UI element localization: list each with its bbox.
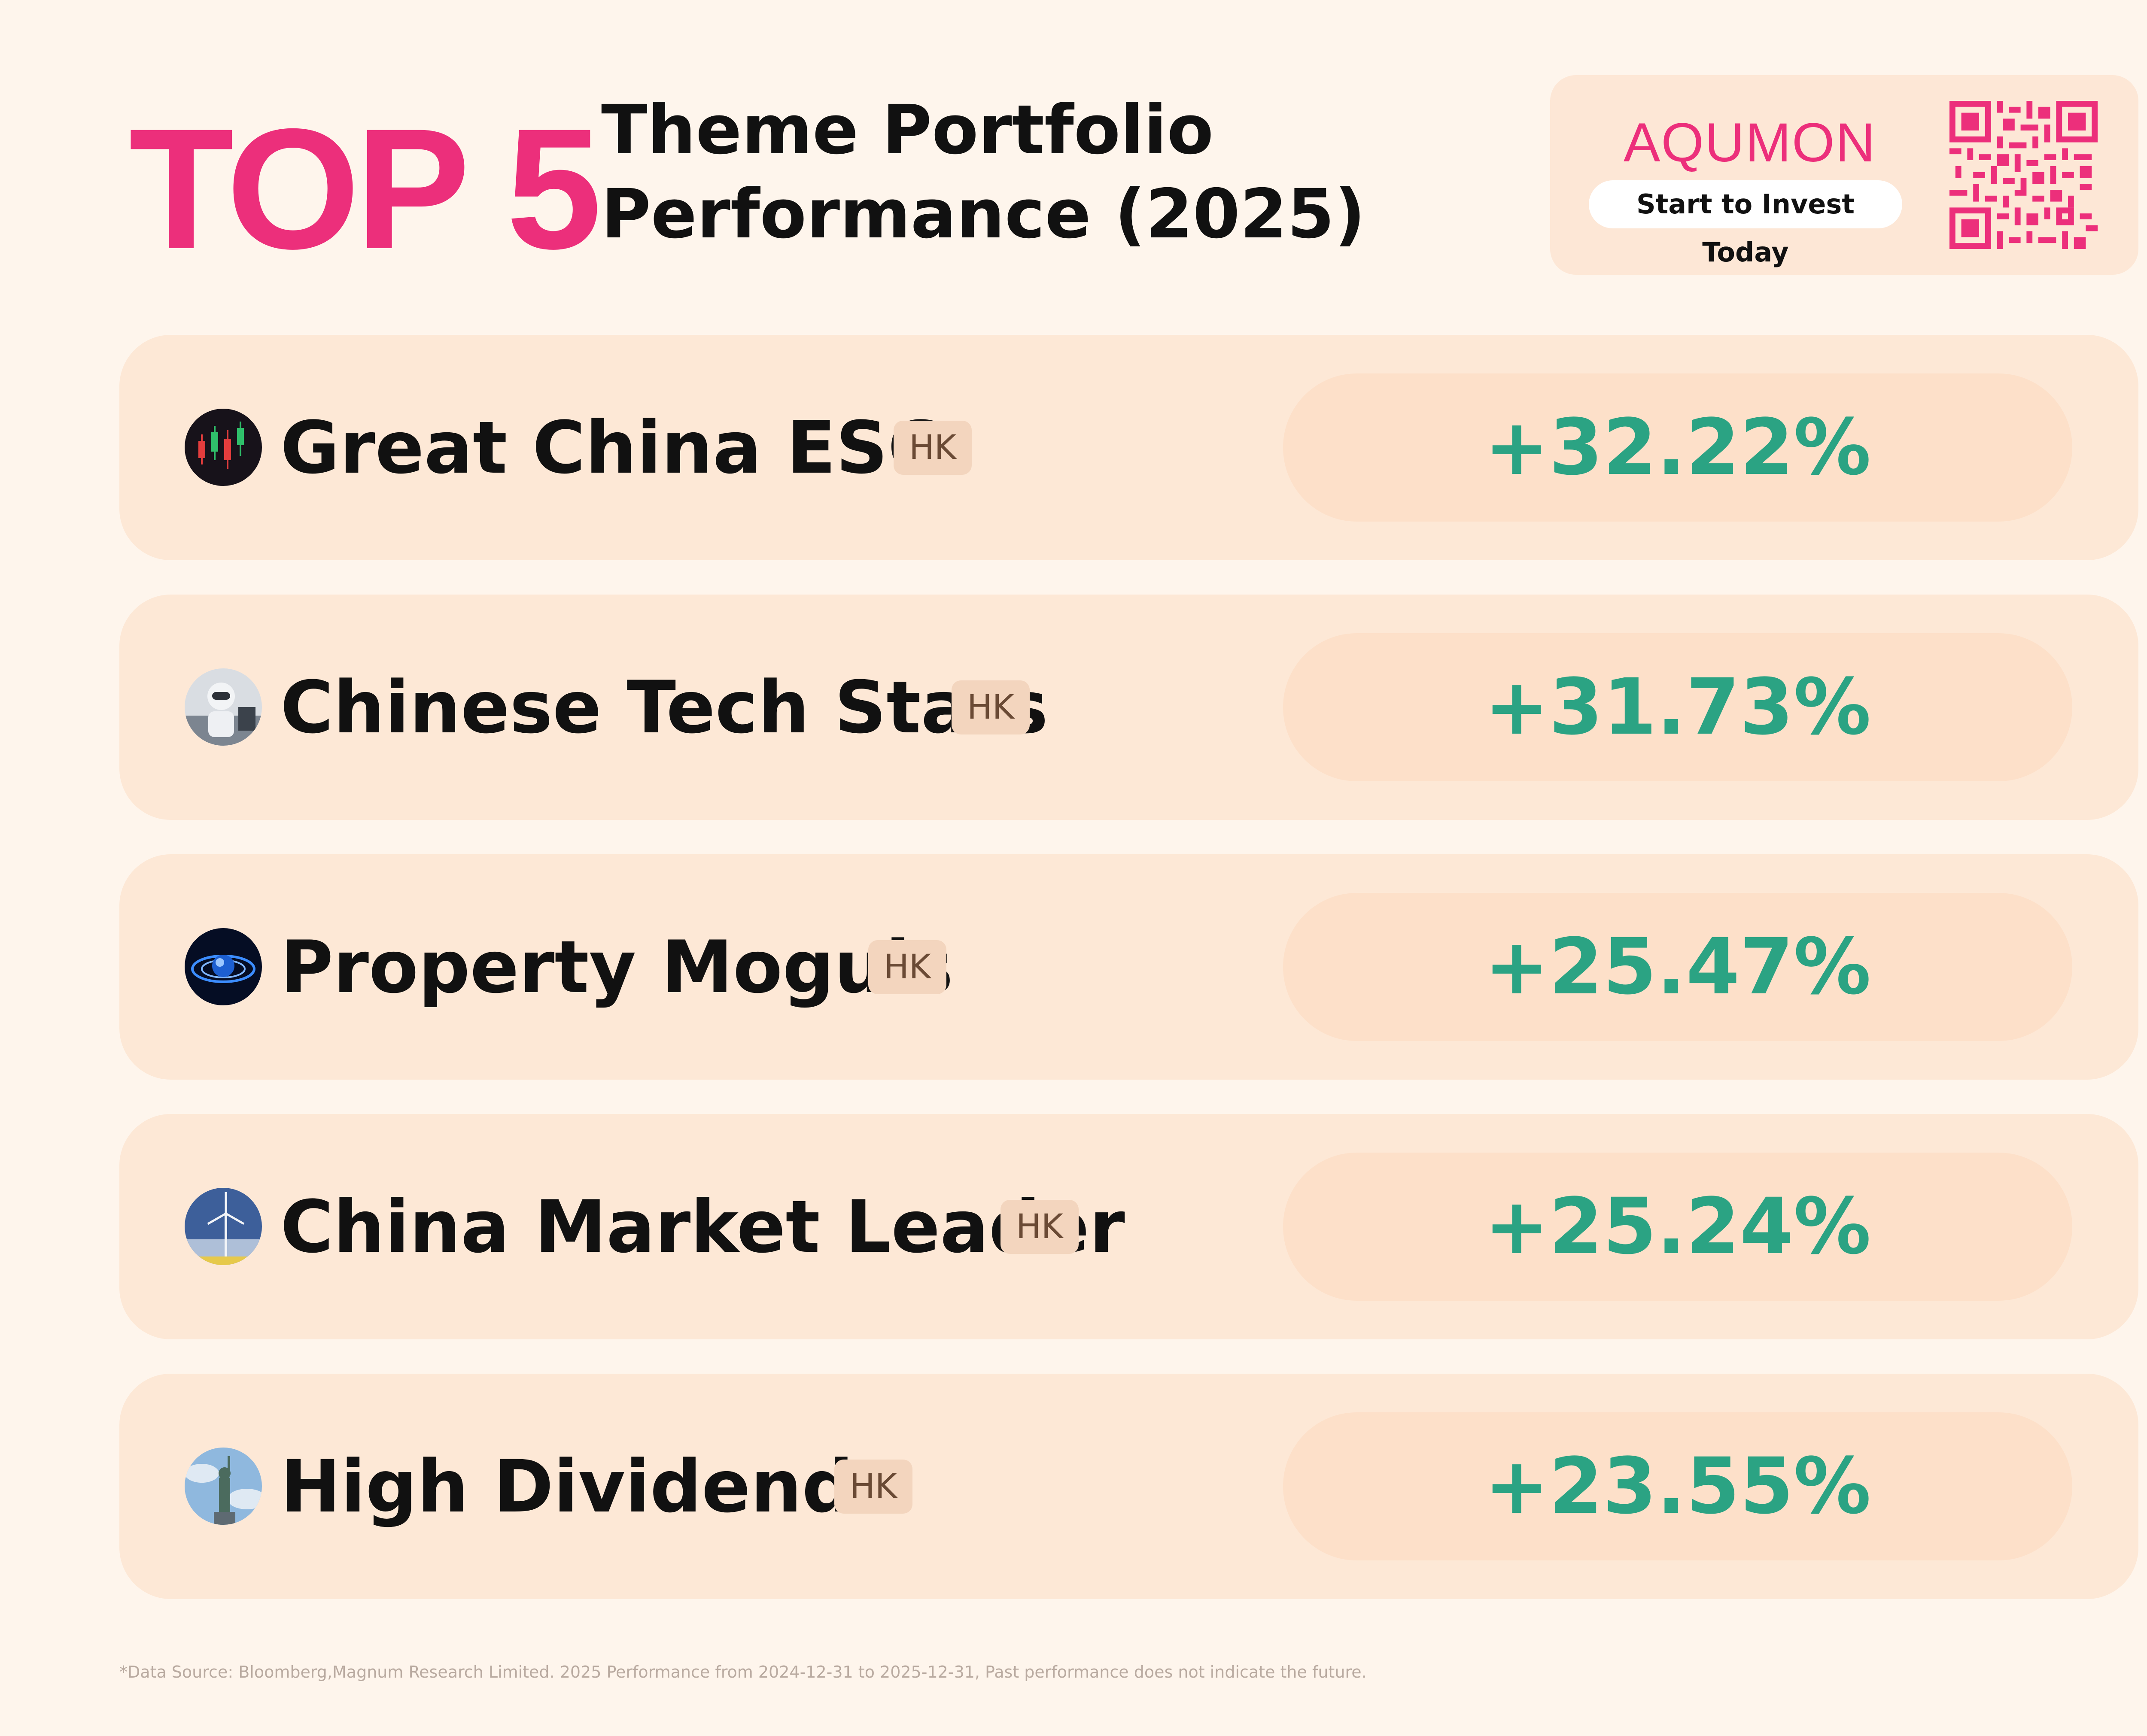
portfolio-row-china-market-leader[interactable]: China Market Leader HK +25.24% — [119, 1114, 2138, 1339]
brand-card[interactable]: AQUMON Start to Invest Today — [1550, 75, 2138, 275]
performance-value: +31.73% — [1283, 633, 2072, 781]
market-badge: HK — [1001, 1200, 1079, 1254]
performance-value: +25.47% — [1283, 893, 2072, 1041]
portfolio-name: China Market Leader — [280, 1185, 1125, 1269]
portfolio-name: Chinese Tech Stars — [280, 665, 1048, 750]
title-line-1: Theme Portfolio — [601, 91, 1214, 170]
market-badge: HK — [952, 680, 1030, 734]
wind-turbine-icon — [185, 1188, 262, 1265]
portfolio-row-chinese-tech-stars[interactable]: Chinese Tech Stars HK +31.73% — [119, 595, 2138, 820]
market-badge: HK — [894, 421, 972, 475]
candlestick-chart-icon — [185, 409, 262, 486]
market-badge: HK — [868, 940, 946, 994]
top5-heading: TOP 5 — [129, 93, 602, 285]
performance-value: +32.22% — [1283, 373, 2072, 522]
data-source-disclaimer: *Data Source: Bloomberg,Magnum Research … — [119, 1663, 1367, 1681]
qr-code-icon[interactable] — [1949, 101, 2098, 249]
performance-value: +25.24% — [1283, 1153, 2072, 1301]
title-line-2: Performance (2025) — [601, 175, 1365, 254]
portfolio-row-great-china-esg[interactable]: Great China ESG HK +32.22% — [119, 335, 2138, 560]
statue-of-liberty-icon — [185, 1448, 262, 1525]
portfolio-name: High Dividends — [280, 1445, 897, 1529]
portfolio-name: Property Moguls — [280, 925, 953, 1009]
start-invest-button[interactable]: Start to Invest Today — [1589, 180, 1902, 268]
page-title: Theme Portfolio Performance (2025) — [601, 88, 1365, 256]
portfolio-row-high-dividends[interactable]: High Dividends HK +23.55% — [119, 1374, 2138, 1599]
blue-globe-icon — [185, 928, 262, 1005]
market-badge: HK — [834, 1460, 912, 1514]
brand-logo: AQUMON — [1624, 112, 1876, 173]
portfolio-row-property-moguls[interactable]: Property Moguls HK +25.47% — [119, 854, 2138, 1080]
performance-value: +23.55% — [1283, 1412, 2072, 1560]
portfolio-name: Great China ESG — [280, 406, 947, 490]
robot-icon — [185, 668, 262, 746]
